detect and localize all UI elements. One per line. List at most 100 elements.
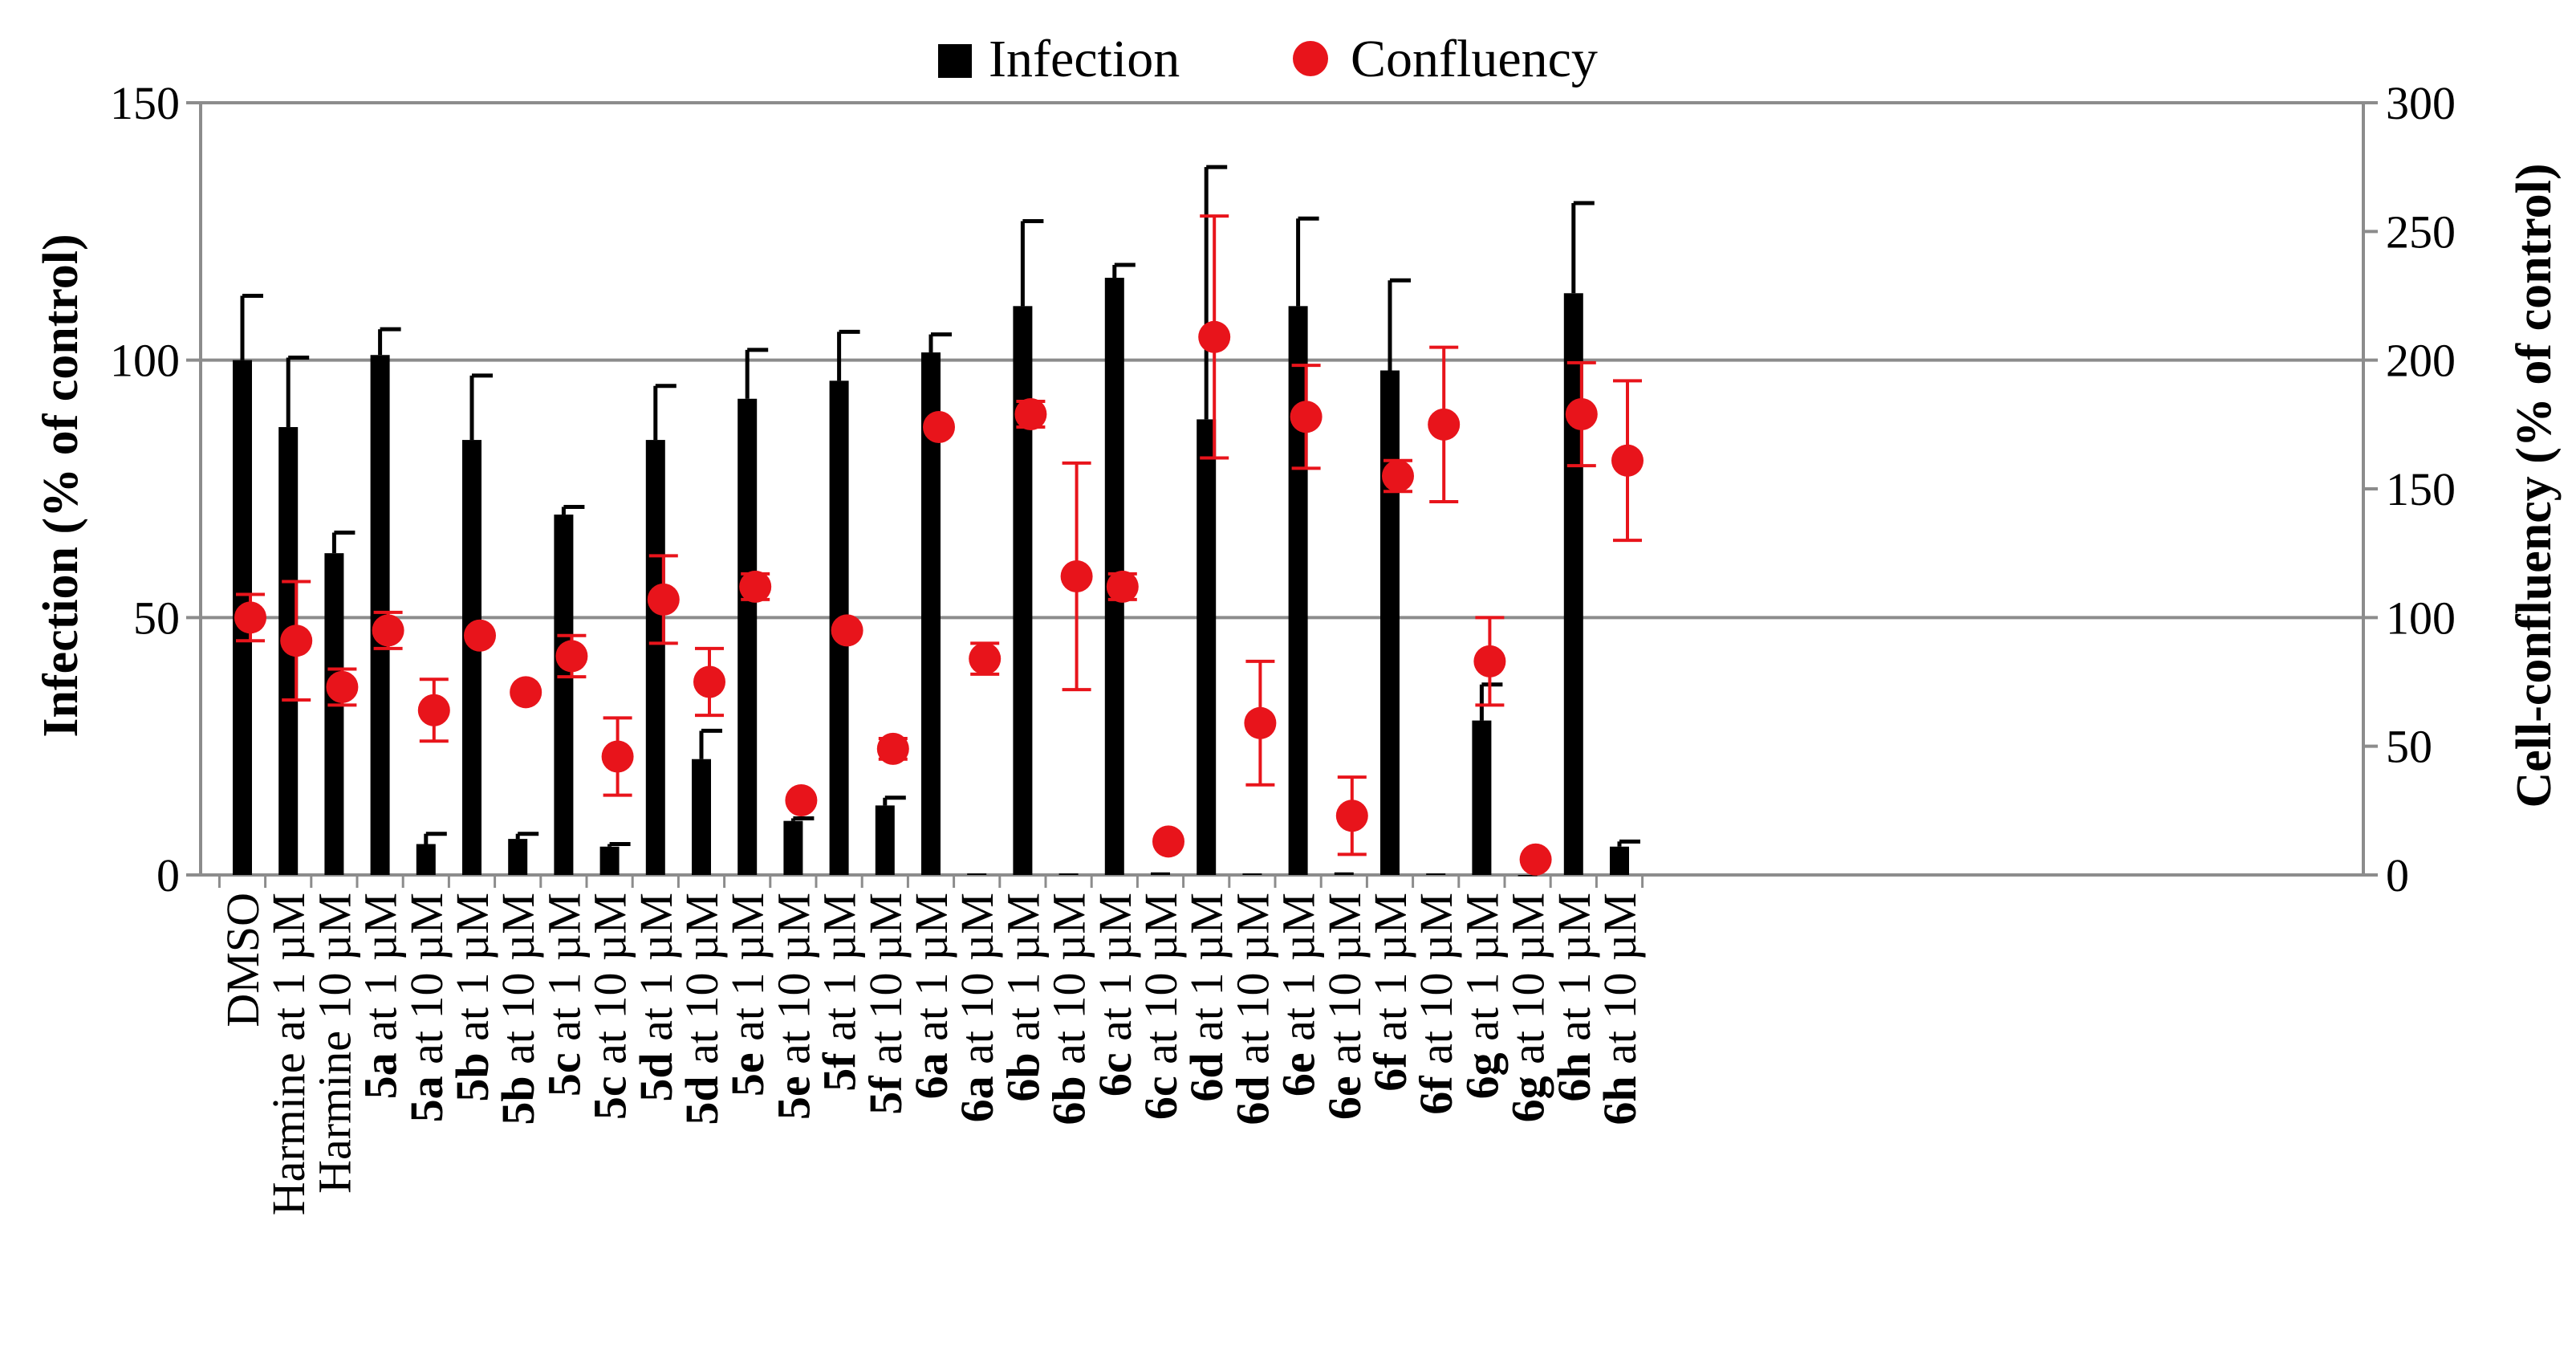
y-tick-label: 150 [110, 77, 180, 129]
category-label: 5a at 1 µM [355, 893, 407, 1099]
category-label: Harmine 10 µM [308, 893, 360, 1194]
infection-bar [967, 873, 987, 875]
category-label: 6b at 10 µM [1043, 893, 1095, 1125]
category-dose: at 10 µM [767, 893, 819, 1076]
infection-bar [462, 440, 481, 875]
infection-bar [508, 839, 528, 875]
infection-bar [599, 846, 620, 875]
y2-tick-label: 0 [2386, 849, 2409, 901]
confluency-point [280, 625, 313, 657]
category-compound: 5a [400, 1076, 453, 1122]
infection-bar [1197, 419, 1217, 875]
confluency-point [785, 784, 818, 817]
category-label: 6e at 1 µM [1273, 893, 1325, 1097]
category-dose: at 10 µM [1502, 893, 1554, 1076]
y-axis-title: Infection (% of control) [34, 234, 88, 737]
category-dose: at 1 µM [814, 893, 866, 1052]
category-label: 5e at 10 µM [767, 893, 819, 1120]
category-dose: at 10 µM [951, 893, 1003, 1076]
category-compound: 5c [538, 1052, 590, 1097]
confluency-point [417, 694, 450, 726]
category-label: 5e at 1 µM [721, 893, 774, 1097]
category-label: 5d at 10 µM [676, 893, 728, 1125]
y2-axis-title: Cell-confluency (% of control) [2507, 164, 2562, 808]
category-label: 6g at 10 µM [1502, 893, 1554, 1122]
category-dose: at 1 µM [446, 893, 498, 1052]
category-label: 6h at 1 µM [1548, 893, 1600, 1102]
confluency-point [510, 676, 542, 709]
infection-bar [1518, 875, 1538, 877]
infection-bar [416, 844, 436, 875]
y-tick-label: 50 [133, 592, 180, 644]
category-label: 5b at 1 µM [446, 893, 498, 1102]
category-label: 5b at 10 µM [492, 893, 544, 1125]
infection-bar [1058, 873, 1079, 875]
category-compound: 6b [1043, 1076, 1095, 1125]
confluency-point [1198, 320, 1231, 353]
category-dose: at 10 µM [1594, 893, 1646, 1076]
infection-bar [875, 805, 895, 875]
confluency-point [693, 665, 725, 698]
infection-bar [1610, 846, 1629, 875]
gridlines [201, 101, 2363, 620]
category-label: 5a at 10 µM [400, 893, 453, 1122]
category-compound: 6d [1226, 1076, 1278, 1125]
y2-tick-label: 100 [2386, 592, 2456, 644]
confluency-point [1152, 825, 1184, 858]
category-compound: 5c [584, 1076, 636, 1120]
category-compound: 5d [676, 1076, 728, 1125]
confluency-point [1519, 843, 1552, 876]
category-dose: Harmine at 1 µM [262, 893, 315, 1215]
category-dose: at 1 µM [538, 893, 590, 1052]
infection-bar [1472, 720, 1492, 875]
confluency-point [969, 642, 1002, 675]
category-label: 5c at 1 µM [538, 893, 590, 1097]
infection-bar [692, 759, 711, 875]
category-dose: at 10 µM [676, 893, 728, 1076]
y2-tick-label: 300 [2386, 77, 2456, 129]
legend-confluency-swatch [1293, 41, 1328, 76]
category-compound: 5d [630, 1052, 682, 1101]
infection-bar [783, 820, 803, 875]
category-dose: at 10 µM [492, 893, 544, 1076]
confluency-point [923, 411, 955, 444]
category-compound: 6h [1548, 1052, 1600, 1101]
confluency-point [1244, 706, 1277, 739]
category-dose: at 1 µM [1273, 893, 1325, 1052]
confluency-point [876, 732, 909, 765]
category-dose: at 1 µM [1180, 893, 1233, 1052]
confluency-point [1106, 570, 1139, 603]
category-dose: at 1 µM [1089, 893, 1141, 1052]
category-compound: 6e [1318, 1076, 1371, 1120]
infection-bar [554, 515, 574, 875]
category-dose: at 10 µM [584, 893, 636, 1076]
category-dose: at 1 µM [1548, 893, 1600, 1052]
category-dose: at 1 µM [1456, 893, 1508, 1052]
category-compound: 5f [859, 1076, 912, 1115]
confluency-point [1473, 645, 1506, 677]
category-label: 6a at 10 µM [951, 893, 1003, 1122]
category-dose: at 10 µM [1226, 893, 1278, 1076]
category-compound: 5e [767, 1076, 819, 1120]
category-dose: at 10 µM [1135, 893, 1187, 1076]
category-label: 5f at 1 µM [814, 893, 866, 1092]
confluency-points [234, 214, 1644, 876]
category-label: 6a at 1 µM [905, 893, 957, 1099]
infection-bars [233, 165, 1640, 877]
category-dose: at 10 µM [1318, 893, 1371, 1076]
legend: Infection Confluency [938, 30, 1598, 88]
confluency-point [1060, 560, 1093, 593]
confluency-point [831, 614, 863, 647]
confluency-point [372, 614, 404, 647]
infection-bar [1334, 872, 1354, 875]
confluency-point [1611, 444, 1644, 477]
category-label: 6d at 1 µM [1180, 893, 1233, 1102]
infection-bar [1013, 306, 1033, 875]
category-compound: 6d [1180, 1052, 1233, 1101]
category-compound: 6g [1502, 1076, 1554, 1122]
infection-bar [737, 398, 758, 875]
infection-bar [1380, 370, 1400, 875]
